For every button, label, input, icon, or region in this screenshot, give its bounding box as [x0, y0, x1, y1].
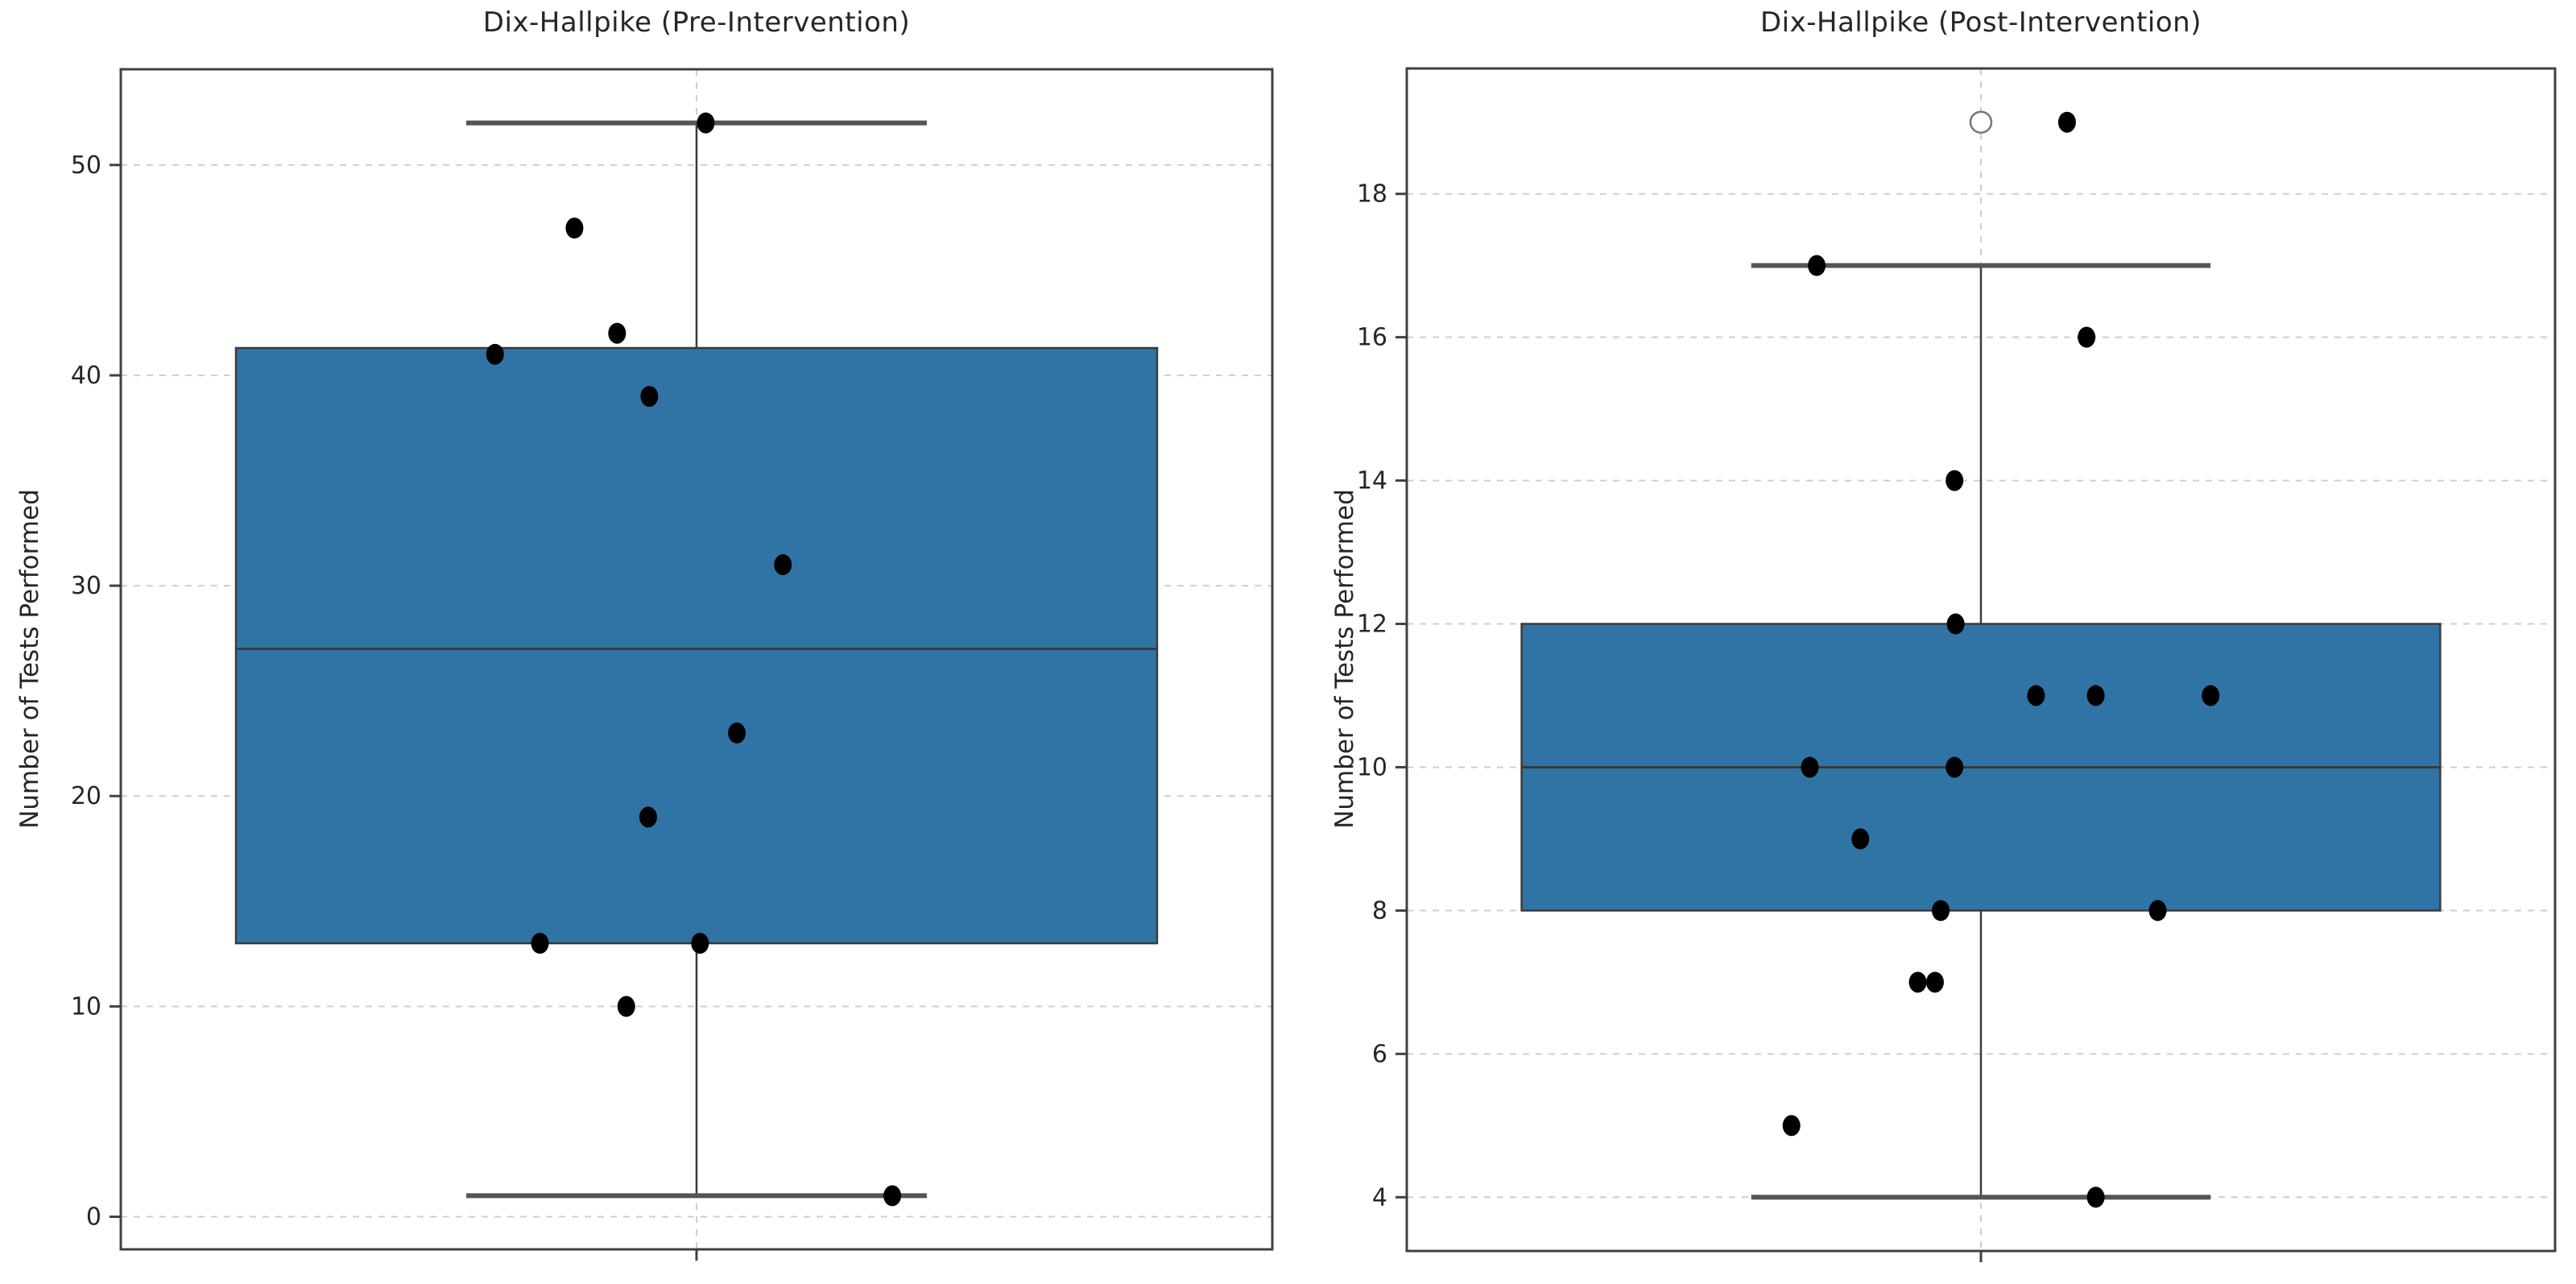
- y-tick-label: 10: [1357, 753, 1387, 781]
- data-point: [2202, 685, 2220, 706]
- data-point: [697, 112, 715, 134]
- chart-title-pre: Dix-Hallpike (Pre-Intervention): [482, 6, 911, 39]
- plot-frame: [119, 68, 1274, 1251]
- data-point: [640, 386, 659, 408]
- data-point: [1925, 971, 1944, 993]
- y-axis-label-post: Number of Tests Performed: [1330, 489, 1359, 829]
- y-tick-label: 30: [71, 572, 101, 600]
- data-point: [1945, 470, 1964, 491]
- y-tick-label: 10: [71, 992, 101, 1021]
- panel-post-intervention: 4 6 8 10 12 14 16 18 Dix-Hallpike (Post-Interve…: [1288, 0, 2576, 1284]
- y-tick-label: 8: [1372, 897, 1387, 925]
- panel-pre-intervention: 0 10 20 30 40 50 Dix-Hallpike (Pre-Interventi…: [15, 6, 1274, 1261]
- data-point: [691, 933, 709, 955]
- y-tick-label: 6: [1372, 1040, 1387, 1068]
- data-point: [774, 553, 792, 575]
- data-point: [2078, 326, 2096, 348]
- y-tick-label: 14: [1357, 467, 1387, 495]
- data-point: [2057, 111, 2076, 133]
- y-tick-label: 50: [71, 151, 101, 180]
- y-axis-label-pre: Number of Tests Performed: [15, 489, 44, 829]
- post-intervention-boxplot: 4 6 8 10 12 14 16 18: [1357, 67, 2557, 1262]
- data-point: [608, 322, 626, 344]
- pre-intervention-boxplot: 0 10 20 30 40 50: [71, 68, 1274, 1261]
- y-tick-label: 4: [1372, 1183, 1387, 1212]
- y-tick-label: 18: [1357, 180, 1387, 209]
- y-tick-label: 0: [86, 1203, 101, 1232]
- data-point: [1851, 828, 1870, 850]
- iqr-box: [234, 346, 1159, 945]
- data-point: [1908, 971, 1927, 993]
- data-point: [2086, 685, 2105, 706]
- data-point: [1932, 900, 1950, 922]
- y-tick-label: 40: [71, 362, 101, 390]
- data-point: [2086, 1187, 2105, 1208]
- y-tick-label: 16: [1357, 324, 1387, 352]
- data-point: [2027, 685, 2045, 706]
- data-point: [728, 722, 746, 743]
- data-point: [617, 996, 635, 1017]
- data-point: [883, 1185, 902, 1207]
- y-tick-label: 12: [1357, 611, 1387, 639]
- data-point: [639, 806, 657, 828]
- data-point: [1801, 756, 1819, 778]
- data-point: [565, 217, 584, 239]
- data-point: [2148, 900, 2167, 922]
- data-point: [1946, 613, 1965, 635]
- chart-title-post: Dix-Hallpike (Post-Intervention): [1760, 6, 2202, 39]
- outlier-marker: [1969, 110, 1993, 134]
- data-point: [486, 343, 504, 365]
- data-point: [531, 933, 549, 955]
- y-tick-label: 20: [71, 782, 101, 810]
- data-point: [1808, 255, 1826, 276]
- plot-frame: [1405, 67, 2557, 1253]
- data-point: [1945, 756, 1964, 778]
- data-point: [1782, 1115, 1801, 1137]
